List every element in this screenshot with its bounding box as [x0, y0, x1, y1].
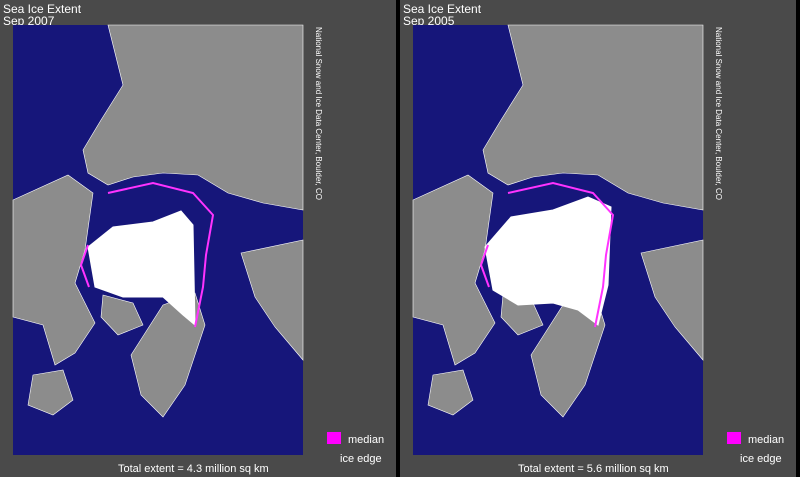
legend-label: median — [348, 434, 384, 446]
legend-swatch — [727, 432, 741, 444]
land — [130, 292, 206, 418]
panel-title: Sea Ice Extent — [3, 2, 82, 16]
panel-title: Sea Ice Extent — [403, 2, 482, 16]
land — [27, 369, 74, 416]
land — [240, 239, 304, 361]
total-extent: Total extent = 5.6 million sq km — [518, 463, 669, 475]
legend-label: median — [748, 434, 784, 446]
sea-ice — [484, 196, 612, 326]
land — [640, 239, 704, 361]
land — [427, 369, 474, 416]
land — [482, 24, 704, 211]
map — [12, 24, 304, 455]
median-ice-edge — [79, 181, 215, 328]
land — [412, 174, 496, 366]
median-ice-edge — [479, 181, 615, 328]
map — [412, 24, 704, 455]
legend-swatch — [327, 432, 341, 444]
total-extent: Total extent = 4.3 million sq km — [118, 463, 269, 475]
panel-date: Sep 2007 — [3, 14, 55, 28]
land — [82, 24, 304, 211]
land — [100, 294, 144, 336]
credit: National Snow and Ice Data Center, Bould… — [714, 27, 723, 200]
credit: National Snow and Ice Data Center, Bould… — [314, 27, 323, 200]
legend-sublabel: ice edge — [340, 453, 382, 465]
legend-sublabel: ice edge — [740, 453, 782, 465]
land — [12, 174, 96, 366]
panel-date: Sep 2005 — [403, 14, 455, 28]
